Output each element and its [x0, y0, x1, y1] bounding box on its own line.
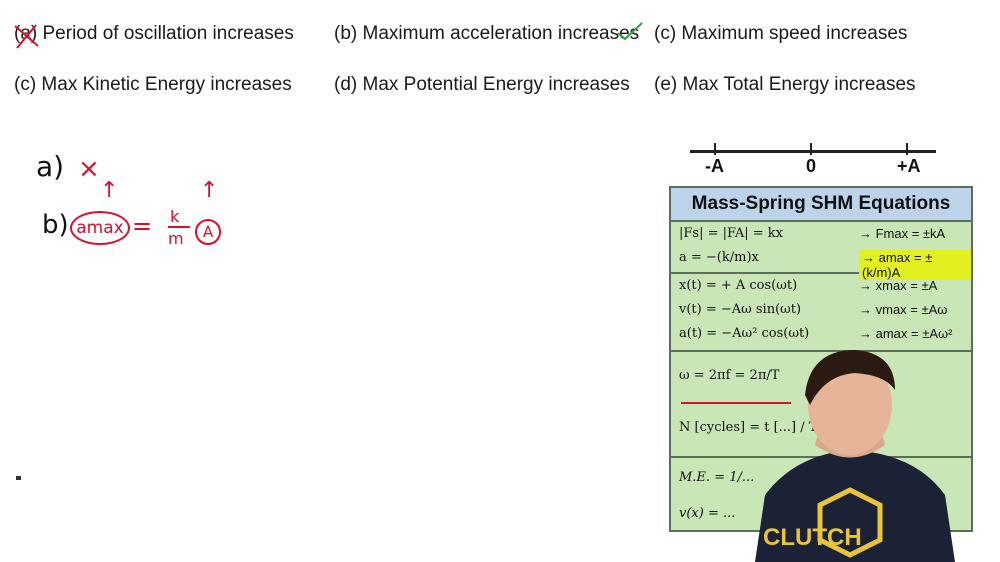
handwritten-x-mark: × — [78, 154, 100, 184]
red-underline — [681, 402, 791, 404]
option-b: (b) Maximum acceleration increases — [334, 23, 640, 44]
eq-rhs-highlighted: → amax = ±(k/m)A — [859, 250, 971, 280]
eq-lhs: ω = 2πf = 2π/T — [679, 368, 780, 383]
number-line — [690, 143, 936, 155]
cross-out-mark-icon — [14, 24, 39, 49]
section-energy: M.E. = 1/... v(x) = ... — [671, 458, 971, 538]
up-arrow-icon: ↑ — [200, 178, 219, 203]
eq-lhs: a(t) = −Aω² cos(ωt) — [679, 326, 810, 341]
label-pos-a: +A — [897, 156, 921, 176]
eq-lhs: x(t) = + A cos(ωt) — [679, 278, 798, 293]
panel-title: Mass-Spring SHM Equations — [671, 188, 971, 222]
option-c-kinetic: (c) Max Kinetic Energy increases — [14, 74, 292, 95]
eq-rhs: → amax = ±Aω² — [859, 326, 953, 341]
tick-neg-a — [714, 143, 716, 155]
eq-lhs: a = −(k/m)x — [679, 250, 759, 265]
handwritten-a-label: a) — [36, 150, 65, 183]
fraction-denominator: m — [168, 229, 184, 248]
tick-zero — [810, 143, 812, 155]
checkmark-icon — [617, 22, 643, 41]
presenter-video: CLUTCH — [755, 350, 955, 562]
option-e: (e) Max Total Energy increases — [654, 74, 916, 95]
up-arrow-icon: ↑ — [100, 178, 119, 203]
section-kinematics: x(t) = + A cos(ωt) → xmax = ±A v(t) = −Aω… — [671, 274, 971, 352]
option-a: (a) Period of oscillation increases — [14, 23, 294, 44]
eq-rhs: → Fmax = ±kA — [859, 226, 946, 241]
option-c: (c) Maximum speed increases — [654, 23, 908, 44]
circled-amax: amax — [70, 211, 130, 245]
circled-A: A — [195, 219, 221, 245]
tick-pos-a — [906, 143, 908, 155]
label-neg-a: -A — [705, 156, 724, 176]
cursor-dot — [16, 476, 21, 480]
fraction-bar — [168, 226, 190, 228]
eq-rhs: → xmax = ±A — [859, 278, 938, 293]
label-zero: 0 — [806, 156, 817, 176]
section-force: |Fs| = |FA| = kx → Fmax = ±kA a = −(k/m)x… — [671, 222, 971, 280]
shirt-logo-text: CLUTCH — [763, 524, 862, 551]
eq-lhs: v(x) = ... — [679, 506, 736, 521]
handwritten-equals: = — [132, 212, 153, 240]
fraction-numerator: k — [170, 207, 180, 226]
eq-lhs: |Fs| = |FA| = kx — [679, 226, 784, 241]
option-d: (d) Max Potential Energy increases — [334, 74, 630, 95]
handwritten-b-label: b) — [42, 210, 69, 240]
eq-lhs: v(t) = −Aω sin(ωt) — [679, 302, 802, 317]
eq-lhs: M.E. = 1/... — [679, 470, 755, 485]
eq-rhs: → vmax = ±Aω — [859, 302, 948, 317]
